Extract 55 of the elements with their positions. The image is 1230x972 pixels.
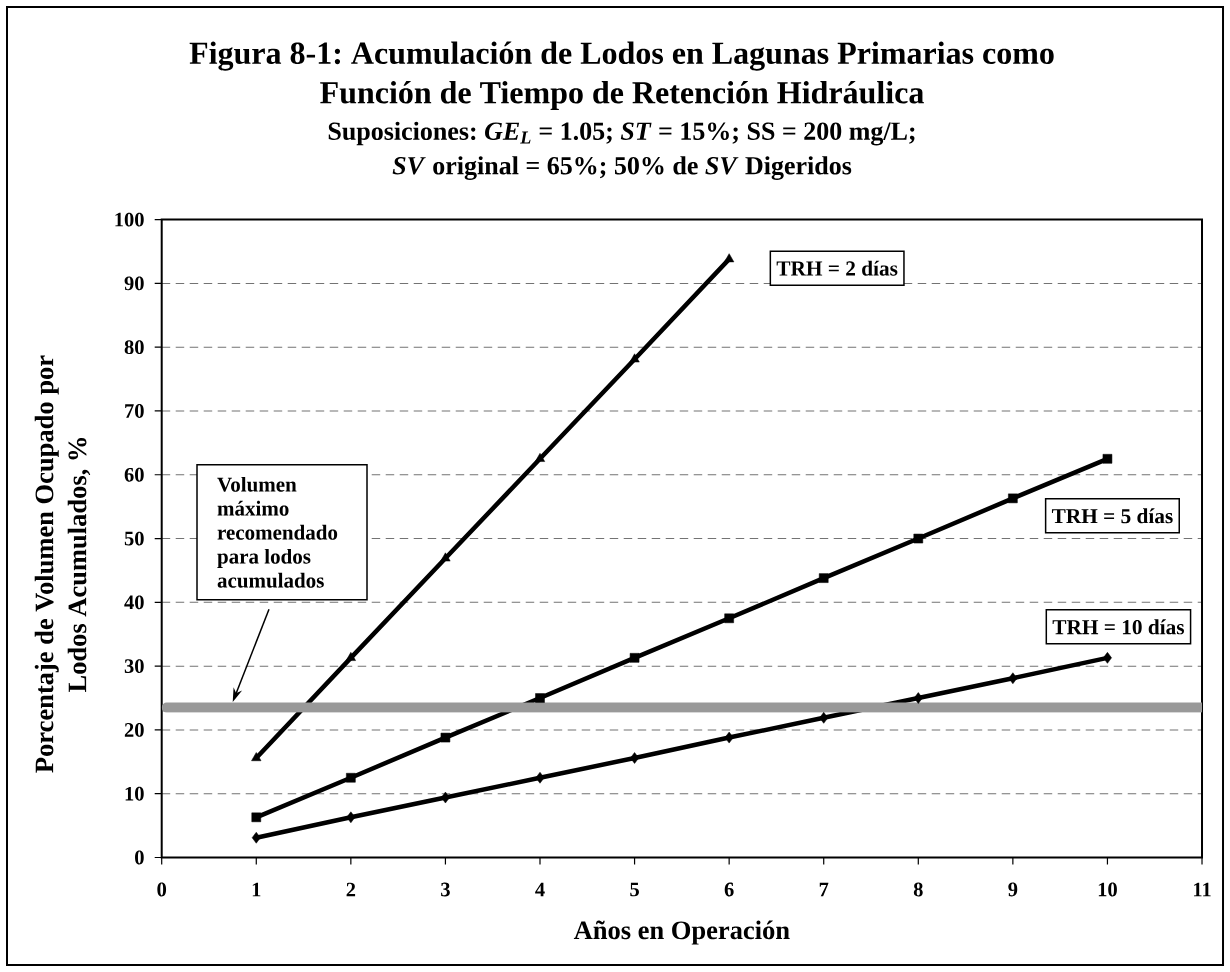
point <box>535 693 545 703</box>
point <box>440 552 451 562</box>
x-tick-label: 10 <box>1098 882 1117 897</box>
chart-title: Figura 8-1: Acumulación de Lodos en Lagunas Primarias como Función de Tiempo de Retención Hidráulica <box>189 41 1054 111</box>
ref-line-label: Volumen máximo recomendado para lodos acumulados <box>217 476 338 588</box>
x-axis-title: Años en Operación <box>573 920 790 945</box>
point <box>251 831 261 844</box>
x-tick-label: 9 <box>1008 882 1018 897</box>
y-tick-label: 80 <box>124 340 144 355</box>
point <box>1008 672 1018 684</box>
y-tick-label: 100 <box>115 212 144 227</box>
y-tick-label: 20 <box>124 723 144 737</box>
point <box>345 652 356 661</box>
point <box>346 811 356 824</box>
y-tick-label: 50 <box>124 531 144 546</box>
point <box>346 773 356 783</box>
point <box>913 533 924 544</box>
x-tick-label: 5 <box>630 882 639 897</box>
point <box>629 653 640 663</box>
y-tick-label: 90 <box>124 276 144 291</box>
point <box>440 732 451 743</box>
y-tick-label: 40 <box>124 595 144 610</box>
x-tick-label: 7 <box>819 882 829 897</box>
x-tick-label: 0 <box>157 882 167 897</box>
x-tick-label: 11 <box>1193 882 1211 897</box>
x-tick-label: 3 <box>441 882 450 897</box>
text: Suposiciones: GE$_{L}$ = 1.05; ST = 15%; SS = 200 mg/L; SV original = 65%; 50% de SV Digeridos <box>328 121 915 180</box>
point <box>724 253 735 263</box>
point <box>818 573 829 583</box>
point <box>913 692 923 704</box>
point <box>819 712 829 724</box>
y-axis-title: Porcentaje de Volumen Ocupado por Lodos Acumulados, % <box>34 355 91 773</box>
x-tick-label: 1 <box>252 882 261 897</box>
point <box>724 613 734 624</box>
y-tick-label: 30 <box>124 659 144 674</box>
y-tick-label: 0 <box>135 850 144 865</box>
point <box>630 752 639 764</box>
x-tick-label: 8 <box>913 882 923 897</box>
y-tick-label: 10 <box>125 786 144 801</box>
y-tick-label: 70 <box>125 404 144 418</box>
point <box>251 812 262 823</box>
x-tick-label: 6 <box>724 882 734 897</box>
point <box>251 752 262 761</box>
series-label: TRH = 5 días <box>1051 508 1173 524</box>
point <box>534 453 546 462</box>
point <box>1102 454 1113 464</box>
series-label: TRH = 10 días <box>1052 619 1185 635</box>
y-tick-label: 60 <box>124 467 144 482</box>
text: TRH = 2 días <box>776 260 898 276</box>
point <box>1103 652 1112 664</box>
point <box>535 772 545 784</box>
x-tick-label: 2 <box>346 882 356 897</box>
point <box>629 353 640 363</box>
x-tick-label: 4 <box>535 882 545 897</box>
point <box>1008 493 1018 504</box>
